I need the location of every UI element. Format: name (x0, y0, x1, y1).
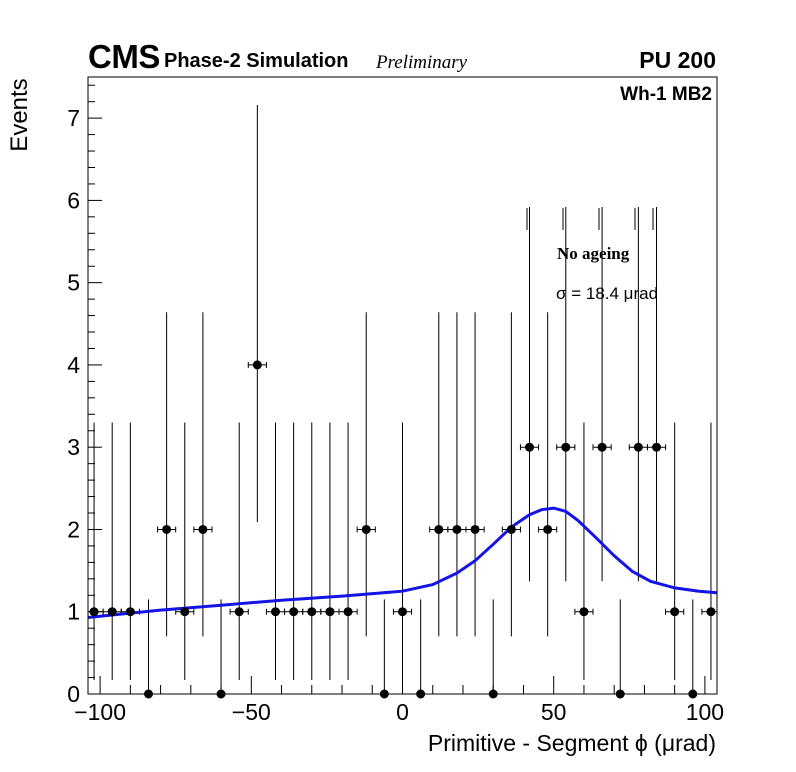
data-point (162, 524, 172, 534)
data-point (325, 607, 335, 617)
y-tick-label: 5 (67, 270, 80, 296)
data-point (398, 607, 407, 617)
data-point (307, 607, 317, 617)
data-point (452, 524, 462, 534)
data-point (180, 607, 190, 617)
y-tick-label: 0 (67, 681, 80, 707)
data-point (234, 607, 244, 617)
legend-error-bars (526, 208, 654, 230)
data-point (561, 442, 571, 452)
y-tick-label: 2 (67, 516, 80, 542)
simulation-label: Phase-2 Simulation (164, 50, 349, 72)
data-point (198, 524, 208, 534)
y-tick-label: 4 (67, 352, 80, 378)
x-tick-label: 0 (396, 699, 409, 725)
y-axis-label: Events (6, 78, 33, 152)
y-tick-label: 3 (67, 434, 80, 460)
preliminary-label: Preliminary (376, 52, 468, 73)
experiment-label: CMS (88, 38, 160, 75)
data-point (597, 442, 607, 452)
data-point (506, 524, 516, 534)
y-tick-label: 1 (67, 599, 80, 625)
x-tick-label: 50 (541, 699, 567, 725)
error-bars (87, 104, 718, 694)
data-point (525, 442, 535, 452)
data-point (633, 442, 643, 452)
x-tick-label: −50 (232, 699, 271, 725)
data-points (89, 360, 716, 699)
x-axis-label: Primitive - Segment ϕ (μrad) (427, 730, 716, 756)
data-point (670, 607, 680, 617)
pileup-label: PU 200 (639, 47, 716, 73)
data-point (652, 442, 662, 452)
data-point (470, 524, 480, 534)
data-point (270, 607, 280, 617)
data-point (125, 607, 135, 617)
data-point (361, 524, 371, 534)
fit-curve (87, 506, 718, 619)
data-point (252, 360, 262, 370)
x-tick-label: 100 (686, 699, 724, 725)
data-point (289, 607, 299, 617)
data-point (343, 607, 353, 617)
legend-title: No ageing (557, 244, 630, 263)
data-point (434, 524, 444, 534)
fit-resolution: σ = 18.4 μrad (556, 284, 659, 303)
data-point (579, 607, 589, 617)
data-point (107, 607, 117, 617)
data-point (706, 607, 716, 617)
y-tick-label: 6 (67, 187, 80, 213)
axes: 0 1 2 3 4 5 6 7 −100 −50 0 50 100 (67, 76, 724, 725)
x-tick-label: −100 (74, 699, 126, 725)
data-point (543, 524, 553, 534)
chamber-label: Wh-1 MB2 (620, 84, 712, 105)
y-tick-label: 7 (67, 105, 80, 131)
